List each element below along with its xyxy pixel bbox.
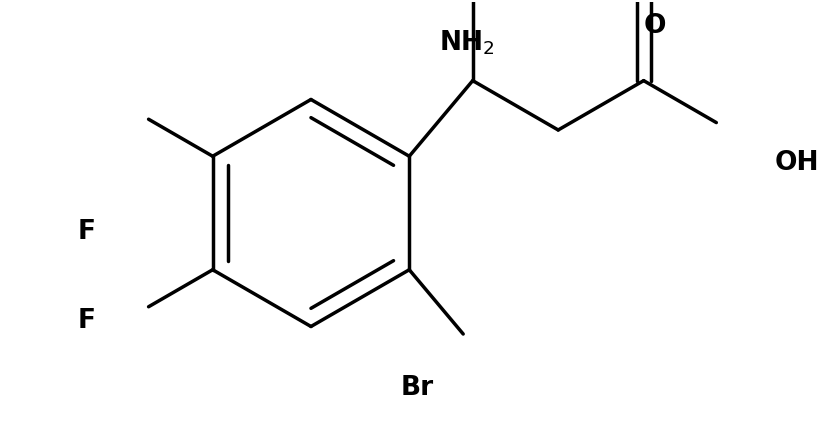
Text: Br: Br <box>401 374 435 400</box>
Text: O: O <box>643 13 666 39</box>
Text: NH$_2$: NH$_2$ <box>439 29 495 57</box>
Text: OH: OH <box>775 150 819 175</box>
Text: F: F <box>78 218 96 244</box>
Text: F: F <box>78 307 96 333</box>
